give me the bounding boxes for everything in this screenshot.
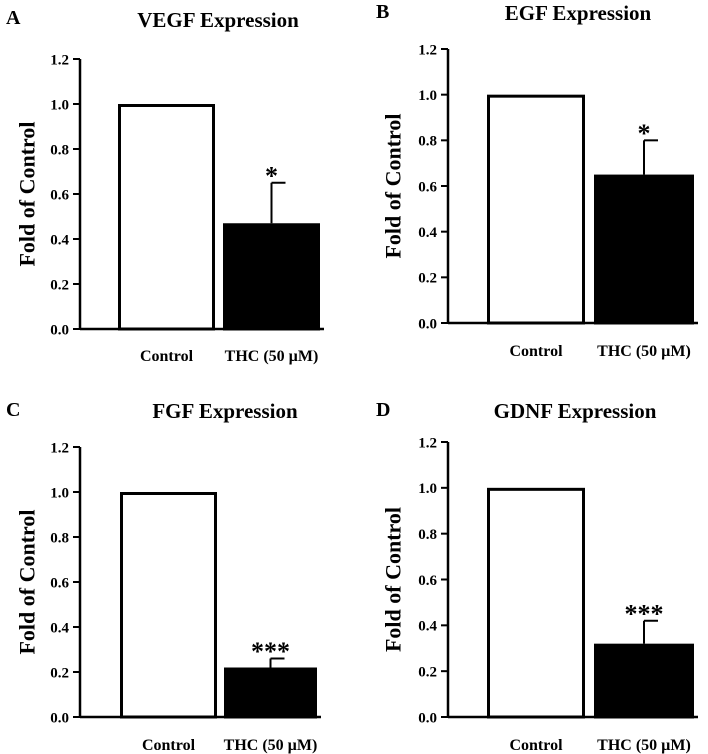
y-tick-label: 0.4 xyxy=(418,619,437,635)
x-category-label: THC (50 µM) xyxy=(224,737,318,754)
y-tick-label: 1.2 xyxy=(418,42,437,58)
y-tick-label: 0.2 xyxy=(418,271,437,287)
bar xyxy=(487,94,585,325)
y-tick-label: 0.8 xyxy=(418,134,437,150)
chart-title: GDNF Expression xyxy=(494,399,657,423)
panel-letter: A xyxy=(6,7,21,29)
chart-title: EGF Expression xyxy=(505,1,652,25)
y-axis-label: Fold of Control xyxy=(381,113,406,258)
y-tick-label: 0.8 xyxy=(50,142,69,158)
y-tick-label: 1.2 xyxy=(50,440,69,456)
chart-panel-b: B EGF Expression Fold of Control 0.0 0.2 0.4 0… xyxy=(376,1,698,360)
chart-panel-d: D GDNF Expression Fold of Control 0.0 0.2 0.4… xyxy=(376,399,698,754)
significance-marker: * xyxy=(638,119,651,148)
bar xyxy=(594,174,694,325)
y-tick-label: 0.2 xyxy=(50,277,69,293)
chart-panel-a: A VEGF Expression Fold of Control 0.0 0.2 0.4… xyxy=(6,7,324,365)
y-tick-label: 1.0 xyxy=(418,481,437,497)
y-tick-label: 0.6 xyxy=(50,187,69,203)
y-tick-label: 0.6 xyxy=(418,179,437,195)
bar xyxy=(120,492,217,719)
chart-panel-c: C FGF Expression Fold of Control 0.0 0.2 0.4 0… xyxy=(6,399,321,754)
y-tick-label: 0.4 xyxy=(50,232,69,248)
bar xyxy=(224,667,317,719)
y-tick-label: 0.0 xyxy=(418,710,437,726)
y-axis-label: Fold of Control xyxy=(15,509,40,654)
chart-title: VEGF Expression xyxy=(137,8,299,32)
y-tick-label: 0.6 xyxy=(50,575,69,591)
y-tick-label: 0.2 xyxy=(50,665,69,681)
y-tick-label: 1.0 xyxy=(50,485,69,501)
x-category-label: Control xyxy=(509,737,563,754)
y-tick-label: 0.0 xyxy=(50,322,69,338)
y-tick-label: 0.8 xyxy=(50,530,69,546)
y-axis-label: Fold of Control xyxy=(15,121,40,266)
x-category-label: Control xyxy=(140,348,194,365)
y-tick-label: 0.0 xyxy=(50,710,69,726)
x-category-label: Control xyxy=(509,343,563,360)
y-tick-label: 0.4 xyxy=(418,225,437,241)
y-tick-label: 0.6 xyxy=(418,573,437,589)
bar xyxy=(594,643,694,719)
y-tick-label: 0.2 xyxy=(418,664,437,680)
y-tick-label: 1.2 xyxy=(418,435,437,451)
bar xyxy=(223,223,320,331)
y-tick-label: 0.0 xyxy=(418,316,437,332)
panel-letter: B xyxy=(376,1,389,23)
significance-marker: * xyxy=(265,161,278,190)
y-tick-label: 0.4 xyxy=(50,620,69,636)
x-category-label: THC (50 µM) xyxy=(225,348,319,365)
chart-title: FGF Expression xyxy=(152,399,298,423)
significance-marker: *** xyxy=(251,637,290,666)
bar xyxy=(118,104,215,331)
significance-marker: *** xyxy=(625,599,664,628)
y-tick-label: 1.0 xyxy=(418,88,437,104)
panel-letter: D xyxy=(376,399,390,421)
x-category-label: THC (50 µM) xyxy=(597,343,691,360)
y-tick-label: 1.2 xyxy=(50,52,69,68)
x-category-label: THC (50 µM) xyxy=(597,737,691,754)
y-axis-label: Fold of Control xyxy=(381,507,406,652)
panel-letter: C xyxy=(6,399,20,421)
x-category-label: Control xyxy=(142,737,196,754)
bar xyxy=(487,487,585,719)
y-tick-label: 1.0 xyxy=(50,97,69,113)
y-tick-label: 0.8 xyxy=(418,527,437,543)
